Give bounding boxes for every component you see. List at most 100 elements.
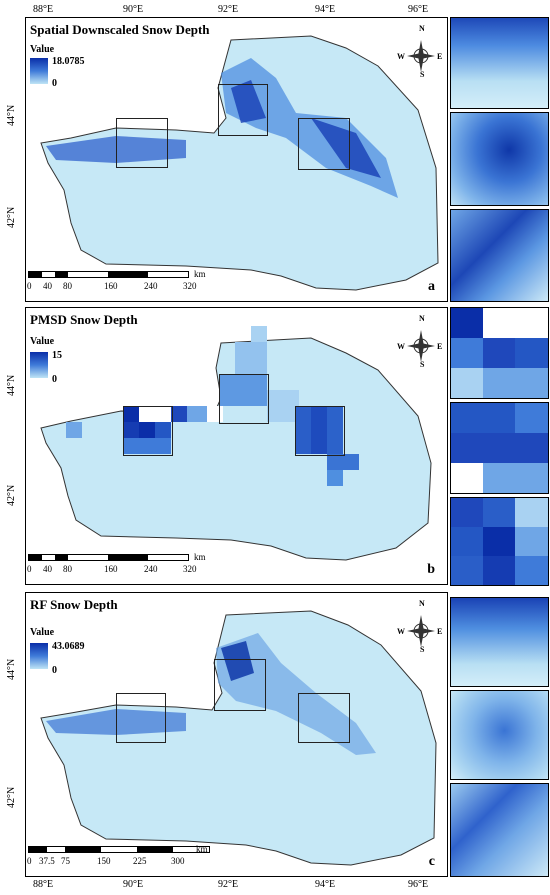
panel-c-rf: RF Snow Depth Value 43.0689 0 N S E W 0 … — [25, 592, 448, 877]
scale-tick: 160 — [104, 281, 118, 291]
panel-label: c — [428, 854, 435, 869]
inset-b1 — [450, 307, 549, 399]
scale-tick: 300 — [171, 856, 185, 866]
lat-label: 44°N — [6, 374, 17, 396]
inset-a3 — [450, 209, 549, 302]
scale-tick: 0 — [27, 564, 32, 574]
grid-cell — [267, 390, 299, 422]
scale-unit: km — [194, 552, 206, 562]
scale-tick: 40 — [43, 281, 52, 291]
legend-max: 15 — [52, 350, 62, 361]
panel-title: PMSD Snow Depth — [30, 312, 138, 327]
legend-max: 43.0689 — [52, 641, 85, 652]
scale-tick: 160 — [104, 564, 118, 574]
scale-bar — [28, 846, 210, 853]
legend-title: Value — [30, 44, 55, 55]
panel-title: Spatial Downscaled Snow Depth — [30, 22, 210, 37]
compass-s: S — [420, 645, 425, 654]
compass-s: S — [420, 70, 425, 79]
panel-title: RF Snow Depth — [30, 597, 118, 612]
inset-b3 — [450, 497, 549, 586]
grid-cell — [139, 406, 171, 422]
scale-tick: 37.5 — [39, 856, 55, 866]
legend-colorbar — [30, 352, 48, 378]
lon-label: 96°E — [408, 4, 429, 15]
lon-label: 88°E — [33, 879, 54, 890]
scale-tick: 75 — [61, 856, 70, 866]
scale-tick: 0 — [27, 856, 32, 866]
grid-cell — [139, 422, 155, 438]
scale-unit: km — [196, 844, 208, 854]
scale-tick: 0 — [27, 281, 32, 291]
legend-colorbar — [30, 643, 48, 669]
inset-a2 — [450, 112, 549, 206]
scale-tick: 320 — [183, 281, 197, 291]
snow-peak-region — [231, 80, 381, 178]
scale-tick: 150 — [97, 856, 111, 866]
lon-label: 92°E — [218, 4, 239, 15]
bottom-longitude-axis: 88°E 90°E 92°E 94°E 96°E — [25, 877, 446, 891]
grid-cell — [171, 406, 187, 422]
panel-label: a — [428, 279, 435, 294]
lon-label: 94°E — [315, 879, 336, 890]
scale-tick: 225 — [133, 856, 147, 866]
scale-unit: km — [194, 269, 206, 279]
grid-cell — [327, 406, 343, 454]
scale-tick: 80 — [63, 281, 72, 291]
lon-label: 88°E — [33, 4, 54, 15]
panel-a-downscaled: Spatial Downscaled Snow Depth Value 18.0… — [25, 17, 448, 302]
lon-label: 92°E — [218, 879, 239, 890]
zoom-box-1 — [116, 118, 168, 168]
inset-a1 — [450, 17, 549, 109]
inset-b2 — [450, 402, 549, 494]
grid-cell — [311, 406, 327, 454]
compass-n: N — [419, 599, 425, 608]
compass-e: E — [437, 627, 443, 636]
legend-title: Value — [30, 627, 55, 638]
legend-min: 0 — [52, 78, 57, 89]
scale-tick: 320 — [183, 564, 197, 574]
grid-cell — [219, 374, 267, 406]
legend-title: Value — [30, 336, 55, 347]
compass-e: E — [437, 342, 443, 351]
snow-peak-region — [221, 641, 254, 681]
zoom-box-3 — [295, 406, 345, 456]
compass-w: W — [397, 627, 405, 636]
zoom-box-3 — [298, 118, 350, 170]
scale-bar — [28, 271, 189, 278]
lat-label: 44°N — [6, 658, 17, 680]
grid-cell — [251, 326, 267, 342]
panel-b-pmsd: PMSD Snow Depth Value 15 0 N S E W 0 40 … — [25, 307, 448, 585]
scale-tick: 40 — [43, 564, 52, 574]
legend-min: 0 — [52, 374, 57, 385]
grid-cell — [327, 470, 343, 486]
grid-cell — [327, 454, 359, 470]
inset-c3 — [450, 783, 549, 877]
legend-colorbar — [30, 58, 48, 84]
scale-tick: 240 — [144, 281, 158, 291]
lon-label: 90°E — [123, 4, 144, 15]
lon-label: 90°E — [123, 879, 144, 890]
grid-cell — [155, 422, 171, 438]
compass-e: E — [437, 52, 443, 61]
region-map-c — [40, 610, 437, 866]
lat-label: 42°N — [6, 206, 17, 228]
zoom-box-2 — [219, 374, 269, 424]
region-outline — [40, 35, 439, 291]
legend-max: 18.0785 — [52, 56, 85, 67]
region-map-a — [40, 35, 439, 291]
lat-label: 44°N — [6, 104, 17, 126]
compass-w: W — [397, 342, 405, 351]
zoom-box-1 — [116, 693, 166, 743]
inset-c2 — [450, 690, 549, 780]
panel-label: b — [427, 562, 435, 577]
grid-cell — [295, 406, 311, 454]
region-outline — [40, 610, 437, 866]
compass-s: S — [420, 360, 425, 369]
compass-rose-icon — [407, 40, 435, 72]
lon-label: 96°E — [408, 879, 429, 890]
grid-cell — [123, 406, 139, 422]
grid-cell — [235, 342, 267, 374]
zoom-box-3 — [298, 693, 350, 743]
top-longitude-axis: 88°E 90°E 92°E 94°E 96°E — [25, 2, 446, 16]
